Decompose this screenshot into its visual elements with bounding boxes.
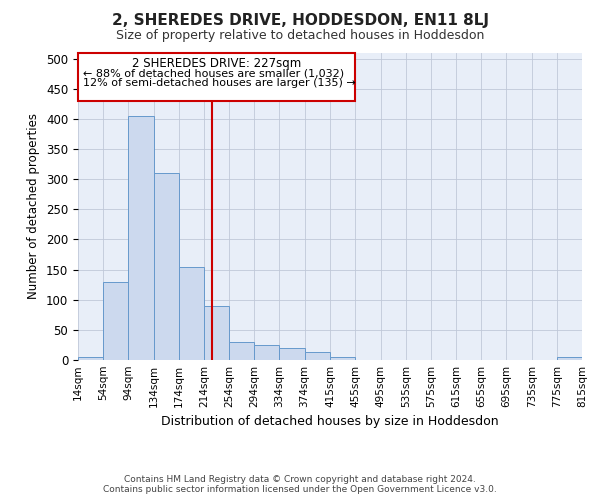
Bar bbox=[78, 357, 103, 360]
Bar bbox=[154, 173, 179, 360]
Bar bbox=[557, 357, 582, 360]
Bar bbox=[179, 266, 204, 360]
Bar bbox=[229, 342, 254, 360]
FancyBboxPatch shape bbox=[78, 52, 355, 100]
Bar bbox=[331, 357, 355, 360]
X-axis label: Distribution of detached houses by size in Hoddesdon: Distribution of detached houses by size … bbox=[161, 416, 499, 428]
Text: Size of property relative to detached houses in Hoddesdon: Size of property relative to detached ho… bbox=[116, 29, 484, 42]
Text: 12% of semi-detached houses are larger (135) →: 12% of semi-detached houses are larger (… bbox=[83, 78, 356, 88]
Bar bbox=[254, 345, 280, 360]
Text: Contains HM Land Registry data © Crown copyright and database right 2024.
Contai: Contains HM Land Registry data © Crown c… bbox=[103, 474, 497, 494]
Text: ← 88% of detached houses are smaller (1,032): ← 88% of detached houses are smaller (1,… bbox=[83, 68, 344, 78]
Text: 2 SHEREDES DRIVE: 227sqm: 2 SHEREDES DRIVE: 227sqm bbox=[132, 58, 301, 70]
Bar bbox=[280, 348, 305, 360]
Text: 2, SHEREDES DRIVE, HODDESDON, EN11 8LJ: 2, SHEREDES DRIVE, HODDESDON, EN11 8LJ bbox=[112, 12, 488, 28]
Y-axis label: Number of detached properties: Number of detached properties bbox=[28, 114, 40, 299]
Bar bbox=[305, 352, 331, 360]
Bar bbox=[103, 282, 128, 360]
Bar bbox=[128, 116, 154, 360]
Bar bbox=[204, 306, 229, 360]
